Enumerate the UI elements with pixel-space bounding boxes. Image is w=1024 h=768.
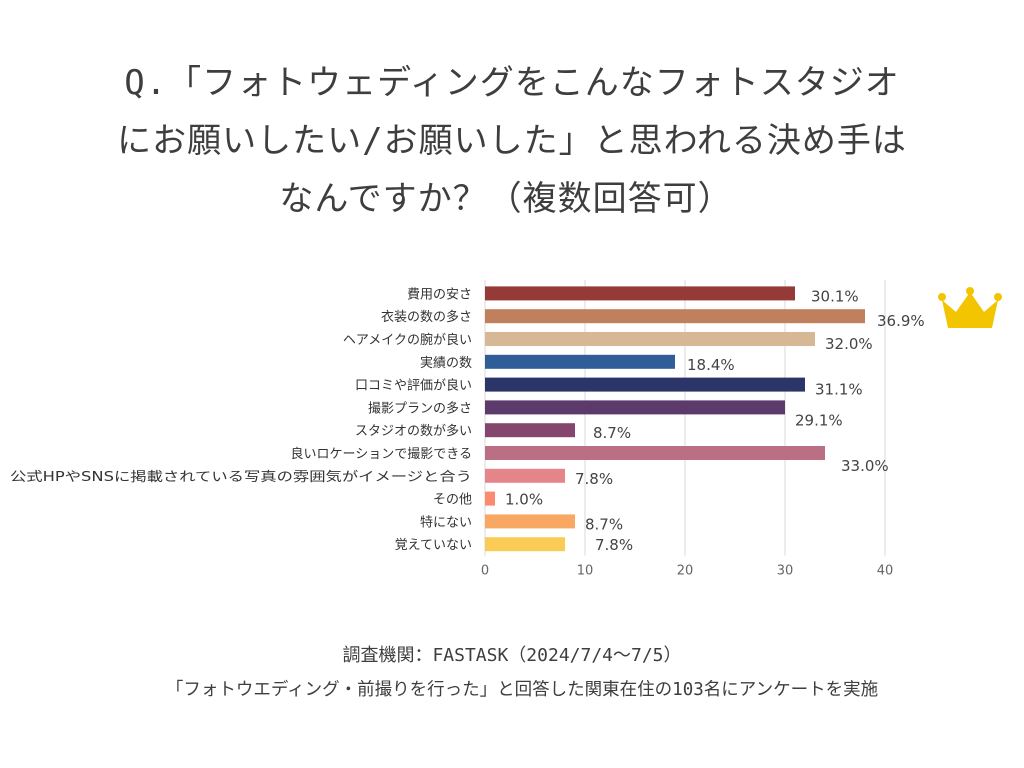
data-label: 8.7%	[593, 424, 631, 442]
data-label: 18.4%	[687, 356, 735, 374]
data-label: 8.7%	[585, 515, 623, 533]
category-label: 口コミや評価が良い	[355, 378, 472, 394]
category-label: 実績の数	[420, 355, 472, 371]
x-tick-label: 0	[481, 564, 489, 579]
survey-description: 「フォトウエディング・前撮りを行った」と回答した関東在住の103名にアンケートを…	[165, 680, 879, 700]
bar	[485, 423, 575, 438]
data-label: 31.1%	[815, 381, 863, 399]
bar	[485, 309, 865, 324]
category-label: スタジオの数が多い	[355, 423, 472, 439]
bar	[485, 491, 495, 506]
data-label: 30.1%	[811, 287, 859, 305]
category-label: 撮影プランの多さ	[368, 400, 472, 416]
bar	[485, 332, 815, 346]
category-label: 費用の安さ	[407, 287, 472, 302]
title-line-1: Q.「フォトウェディングをこんなフォトスタジオ	[124, 63, 900, 103]
x-tick-label: 30	[777, 564, 794, 579]
category-label: 衣装の数の多さ	[381, 309, 472, 325]
category-label: 特にない	[420, 515, 472, 530]
data-label: 7.8%	[595, 536, 633, 554]
bar	[485, 514, 575, 529]
title-line-2: にお願いしたい/お願いした」と思われる決め手は	[117, 121, 907, 161]
bar	[485, 286, 795, 301]
x-tick-label: 20	[677, 564, 694, 579]
chart-footnote: 調査機関：FASTASK（2024/7/4〜7/5） 「フォトウエディング・前撮…	[0, 639, 1024, 707]
data-label: 33.0%	[841, 457, 889, 475]
data-label: 36.9%	[877, 312, 925, 330]
category-label: 覚えていない	[395, 538, 472, 553]
survey-source: 調査機関：FASTASK（2024/7/4〜7/5）	[342, 645, 682, 666]
category-label: 公式HPやSNSに掲載されている写真の雰囲気がイメージと合う	[10, 469, 472, 485]
bar	[485, 468, 565, 483]
chart-title: Q.「フォトウェディングをこんなフォトスタジオ にお願いしたい/お願いした」と思…	[0, 54, 1024, 228]
category-label: 良いロケーションで撮影できる	[291, 446, 472, 462]
category-label: ヘアメイクの腕が良い	[343, 332, 472, 348]
category-label: その他	[433, 493, 472, 508]
x-tick-label: 40	[877, 564, 894, 579]
bar-chart: 0 10 20 30 40 費用の安さ 30.1% 衣装の数の多さ 36.9% ヘアメイクの腕が良…	[10, 280, 925, 579]
crown-icon	[938, 287, 1002, 328]
data-label: 29.1%	[795, 411, 843, 429]
bar	[485, 446, 825, 460]
bar	[485, 400, 785, 415]
data-label: 7.8%	[575, 470, 613, 488]
bar	[485, 537, 565, 552]
bar	[485, 377, 805, 392]
data-label: 1.0%	[505, 491, 543, 509]
x-tick-label: 10	[577, 564, 594, 579]
data-label: 32.0%	[825, 335, 873, 353]
bar	[485, 354, 675, 369]
title-line-3: なんですか？（複数回答可）	[279, 179, 733, 219]
